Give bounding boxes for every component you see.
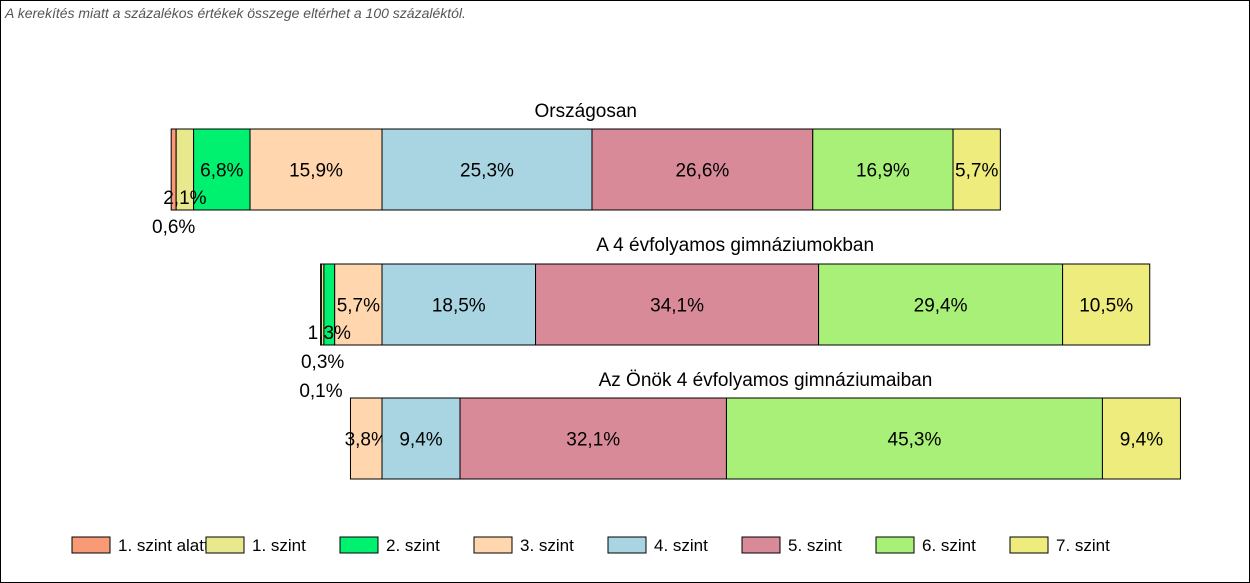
bar-title-2: Az Önök 4 évfolyamos gimnáziumaiban [599,370,933,391]
data-label-1-4: 18,5% [432,296,486,317]
data-label-0-3: 15,9% [289,161,343,182]
data-label-0-0: 0,6% [152,217,195,238]
bar-title-1: A 4 évfolyamos gimnáziumokban [596,235,874,256]
data-label-1-7: 10,5% [1079,296,1133,317]
data-label-2-7: 9,4% [1120,430,1163,451]
bar-segment-1-6 [818,263,1064,346]
data-label-2-4: 9,4% [399,430,442,451]
bar-segment-0-2 [193,128,251,211]
legend-label-5: 5. szint [788,536,842,555]
bar-segment-1-4 [381,263,537,346]
legend-swatch-4 [607,536,647,554]
legend-label-0: 1. szint alatti [118,536,213,555]
data-label-0-6: 16,9% [856,161,910,182]
data-label-0-4: 25,3% [460,161,514,182]
legend-swatch-5 [741,536,781,554]
data-label-0-5: 26,6% [675,161,729,182]
legend-swatch-2 [339,536,379,554]
legend-swatch-3 [473,536,513,554]
bar-segment-1-3 [334,263,383,346]
legend-label-6: 6. szint [922,536,976,555]
data-label-1-0: 0,1% [299,381,342,402]
bar-segment-0-5 [591,128,814,211]
legend-label-7: 7. szint [1056,536,1110,555]
legend-swatch-0 [71,536,111,554]
data-label-1-6: 29,4% [914,296,968,317]
bar-segment-0-7 [952,128,1001,211]
legend-label-3: 3. szint [520,536,574,555]
data-label-0-1: 2,1% [163,188,206,209]
data-label-1-5: 34,1% [650,296,704,317]
data-label-0-2: 6,8% [200,161,243,182]
bar-segment-1-7 [1062,263,1151,346]
data-label-2-5: 32,1% [566,430,620,451]
bar-segment-0-6 [812,128,954,211]
bar-segment-0-3 [249,128,383,211]
data-label-0-7: 5,7% [955,161,998,182]
data-label-2-3: 3,8% [345,430,388,451]
rounding-note: A kerekítés miatt a százalékos értékek ö… [5,5,466,21]
legend-swatch-6 [875,536,915,554]
bar-title-0: Országosan [535,101,637,122]
bar-segment-2-7 [1101,397,1181,480]
legend-label-4: 4. szint [654,536,708,555]
bar-segment-2-3 [349,397,383,480]
data-label-1-2: 1,3% [308,323,351,344]
bar-segment-2-4 [381,397,461,480]
data-label-1-1: 0,3% [301,352,344,373]
legend-label-1: 1. szint [252,536,306,555]
legend-swatch-7 [1009,536,1049,554]
data-label-2-6: 45,3% [888,430,942,451]
data-label-1-3: 5,7% [337,296,380,317]
bar-segment-2-6 [725,397,1103,480]
legend-label-2: 2. szint [386,536,440,555]
legend-swatch-1 [205,536,245,554]
bar-segment-2-5 [459,397,727,480]
bar-segment-1-5 [535,263,820,346]
